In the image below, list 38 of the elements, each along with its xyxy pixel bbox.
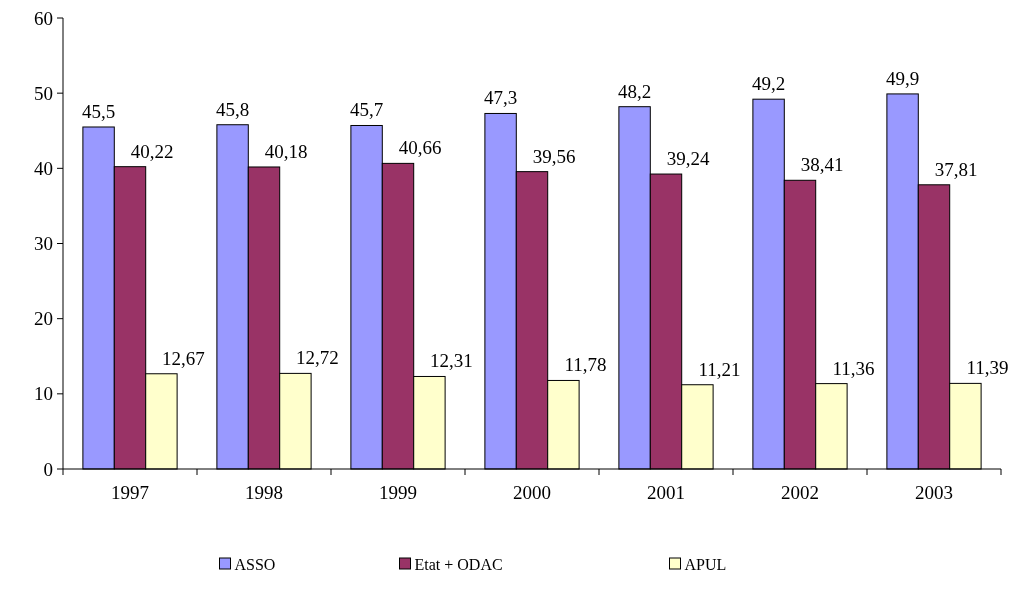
data-label: 39,24 [666, 148, 710, 170]
data-label: 37,81 [934, 158, 978, 180]
x-tick-label: 2000 [513, 482, 551, 503]
data-label: 11,78 [564, 354, 607, 376]
y-tick-label: 40 [34, 157, 53, 179]
y-tick-label: 0 [43, 458, 53, 480]
data-label: 38,41 [800, 154, 844, 176]
data-label: 49,9 [885, 67, 920, 89]
data-label: 12,31 [430, 350, 473, 372]
data-label: 49,2 [751, 73, 786, 95]
y-tick-label: 30 [34, 233, 53, 255]
x-tick-label: 2002 [781, 482, 819, 503]
x-tick-label: 1997 [111, 482, 149, 503]
data-label: 40,18 [264, 140, 308, 162]
x-tick-label: 2003 [915, 482, 953, 503]
legend-label: APUL [684, 555, 727, 573]
data-label: 45,5 [81, 100, 116, 122]
x-tick-label: 1998 [245, 482, 283, 503]
legend-label: ASSO [234, 555, 276, 573]
data-label: 11,39 [966, 357, 1009, 379]
data-label: 48,2 [617, 80, 652, 102]
data-label: 12,67 [162, 347, 205, 369]
data-label: 12,72 [296, 347, 339, 369]
x-tick-label: 2001 [647, 482, 685, 503]
data-label: 45,7 [349, 99, 384, 121]
y-tick-label: 60 [34, 7, 53, 29]
y-tick-label: 50 [34, 82, 53, 104]
data-label: 47,3 [483, 87, 518, 109]
legend-label: Etat + ODAC [414, 555, 503, 573]
data-label: 39,56 [532, 145, 576, 167]
y-tick-label: 10 [34, 383, 53, 405]
data-label: 11,21 [698, 358, 741, 380]
y-tick-label: 20 [34, 308, 53, 330]
x-tick-label: 1999 [379, 482, 417, 503]
data-label: 45,8 [215, 98, 250, 120]
data-label: 40,22 [130, 140, 174, 162]
data-label: 11,36 [832, 357, 875, 379]
data-label: 40,66 [398, 137, 442, 159]
